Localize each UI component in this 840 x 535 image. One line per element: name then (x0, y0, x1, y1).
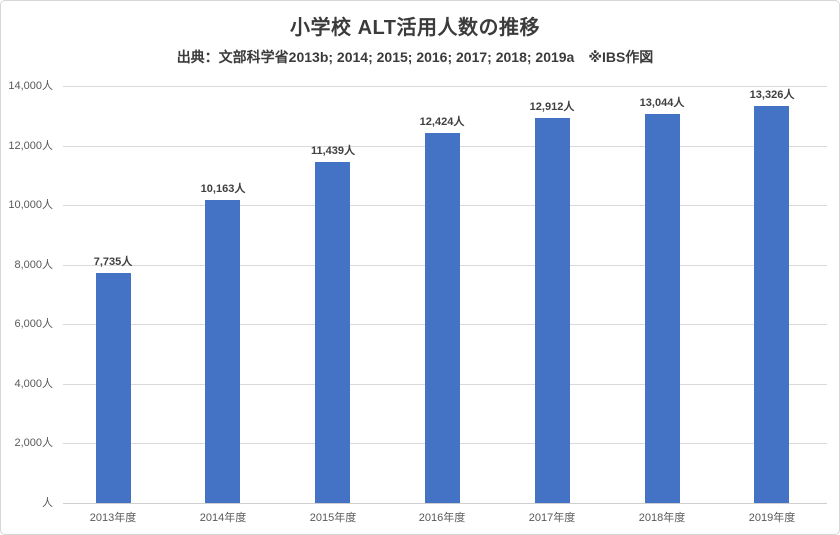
bar-value-label: 13,326人 (749, 89, 795, 101)
y-tick-label: 10,000人 (8, 199, 53, 211)
chart-subtitle: 出典：文部科学省2013b; 2014; 2015; 2016; 2017; 2… (176, 49, 654, 65)
x-axis-line (63, 503, 827, 504)
bar-2019年度 (754, 106, 789, 503)
y-tick-label: 12,000人 (8, 140, 53, 152)
x-tick-label: 2014年度 (199, 512, 247, 524)
bar-2016年度 (425, 133, 460, 503)
bar-value-label: 11,439人 (310, 145, 356, 157)
x-tick-label: 2019年度 (748, 512, 796, 524)
bar-value-label: 10,163人 (200, 183, 246, 195)
bar-2014年度 (205, 200, 240, 503)
x-tick-label: 2018年度 (638, 512, 686, 524)
y-tick-label: 14,000人 (8, 80, 53, 92)
y-tick-label: 8,000人 (14, 259, 53, 271)
bar-2013年度 (96, 273, 131, 503)
y-tick-label: 2,000人 (14, 437, 53, 449)
x-tick-label: 2013年度 (89, 512, 137, 524)
y-tick-label: 6,000人 (14, 318, 53, 330)
y-tick-label: 人 (42, 497, 53, 509)
bar-value-label: 7,735人 (93, 256, 133, 268)
bar-value-label: 12,424人 (419, 116, 465, 128)
y-tick-label: 4,000人 (14, 378, 53, 390)
x-tick-label: 2016年度 (418, 512, 466, 524)
bar-2017年度 (535, 118, 570, 503)
bar-2015年度 (315, 162, 350, 503)
x-tick-label: 2015年度 (309, 512, 357, 524)
x-tick-label: 2017年度 (528, 512, 576, 524)
bar-2018年度 (645, 114, 680, 503)
bar-value-label: 12,912人 (529, 101, 575, 113)
gridline (63, 86, 827, 87)
chart-title: 小学校 ALT活用人数の推移 (290, 17, 540, 39)
bar-value-label: 13,044人 (639, 97, 685, 109)
